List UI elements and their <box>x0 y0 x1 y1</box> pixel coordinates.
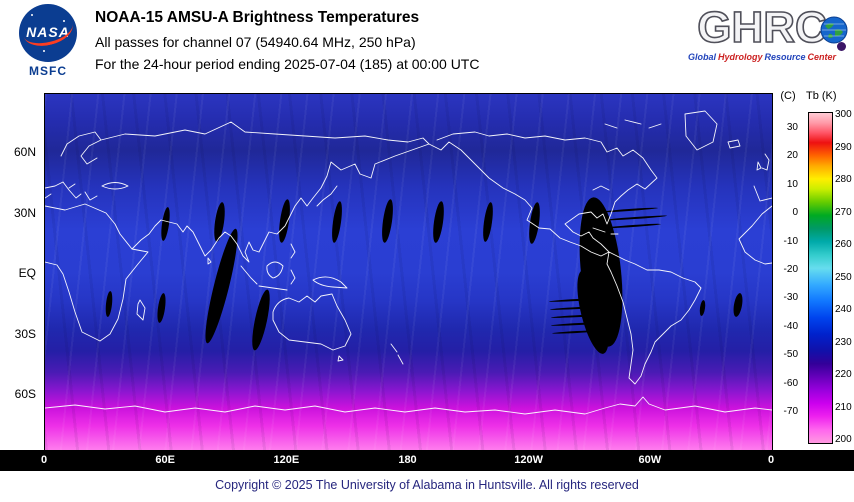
lon-label-3: 180 <box>398 454 417 466</box>
tagline-word-center: Center <box>807 52 837 62</box>
celsius-tick--20: -20 <box>783 264 798 275</box>
kelvin-tick-210: 210 <box>835 401 852 413</box>
tagline-word-global: Global <box>687 52 716 62</box>
lat-label-60N: 60N <box>13 145 36 159</box>
ghrc-logo-block: GHRC Global Hydrology Resource Center <box>678 3 848 62</box>
celsius-tick--30: -30 <box>783 292 798 304</box>
celsius-tick-20: 20 <box>786 150 798 162</box>
subtitle-period: For the 24-hour period ending 2025-07-04… <box>95 56 480 72</box>
map-canvas <box>44 93 773 452</box>
nasa-wordmark: NASA <box>26 24 70 40</box>
kelvin-tick-280: 280 <box>835 174 852 185</box>
lon-label-2: 120E <box>273 454 300 466</box>
star-icon <box>63 20 65 22</box>
tagline-word-resource: Resource <box>764 52 806 62</box>
longitude-axis: 0 60E 120E 180 120W 60W 0 <box>0 450 854 471</box>
subtitle-channel: All passes for channel 07 (54940.64 MHz,… <box>95 34 416 50</box>
kelvin-tick-270: 270 <box>835 206 852 218</box>
colorbar-celsius-ticks: 30 20 10 0 -10 -20 -30 -40 -50 -60 -70 <box>770 112 802 452</box>
title-block: NOAA-15 AMSU-A Brightness Temperatures A… <box>95 9 479 78</box>
colorbar <box>808 112 833 444</box>
latitude-axis: 60N 30N EQ 30S 60S <box>0 93 40 450</box>
lon-label-5: 60W <box>638 454 662 466</box>
celsius-tick-10: 10 <box>786 178 798 190</box>
colorbar-kelvin-ticks: 300 290 280 270 260 250 240 230 220 210 200 <box>835 109 854 452</box>
ghrc-wordmark: GHRC <box>696 3 827 53</box>
ghrc-sphere-icon <box>837 42 846 51</box>
kelvin-tick-220: 220 <box>835 369 852 380</box>
colorbar-celsius-header: (C) <box>780 90 796 102</box>
kelvin-tick-300: 300 <box>835 109 852 120</box>
msfc-label: MSFC <box>29 64 67 78</box>
lon-label-4: 120W <box>514 454 544 466</box>
coastlines-layer <box>45 110 772 415</box>
celsius-tick--60: -60 <box>783 377 798 389</box>
ghrc-tagline: Global Hydrology Resource Center <box>678 52 846 62</box>
celsius-tick--50: -50 <box>783 349 798 361</box>
globe-icon <box>820 16 848 44</box>
kelvin-tick-250: 250 <box>835 271 852 283</box>
kelvin-tick-230: 230 <box>835 336 852 348</box>
lat-label-30S: 30S <box>14 326 36 341</box>
celsius-tick-0: 0 <box>792 207 798 219</box>
lat-label-60S: 60S <box>14 387 36 401</box>
kelvin-tick-240: 240 <box>835 304 852 315</box>
celsius-tick--40: -40 <box>783 320 798 332</box>
tagline-word-hydrology: Hydrology <box>717 52 763 62</box>
kelvin-tick-200: 200 <box>835 434 852 445</box>
nasa-logo-block: NASA MSFC <box>12 4 84 78</box>
star-icon <box>31 14 33 16</box>
lon-label-0: 0 <box>40 454 48 466</box>
colorbar-kelvin-header: Tb (K) <box>806 90 837 102</box>
kelvin-tick-290: 290 <box>835 141 852 153</box>
celsius-tick--70: -70 <box>783 406 798 417</box>
star-icon <box>43 50 45 52</box>
lat-label-EQ: EQ <box>18 266 36 280</box>
nasa-swoosh-icon <box>20 10 76 51</box>
kelvin-tick-260: 260 <box>835 239 852 250</box>
copyright-text: Copyright © 2025 The University of Alaba… <box>215 478 639 492</box>
lat-label-30N: 30N <box>13 205 36 220</box>
nasa-logo-icon: NASA <box>19 4 77 62</box>
page-title: NOAA-15 AMSU-A Brightness Temperatures <box>95 9 420 26</box>
celsius-tick--10: -10 <box>783 235 798 247</box>
lon-label-1: 60E <box>155 454 175 466</box>
celsius-tick-30: 30 <box>786 122 798 133</box>
lon-label-6: 0 <box>767 454 775 466</box>
